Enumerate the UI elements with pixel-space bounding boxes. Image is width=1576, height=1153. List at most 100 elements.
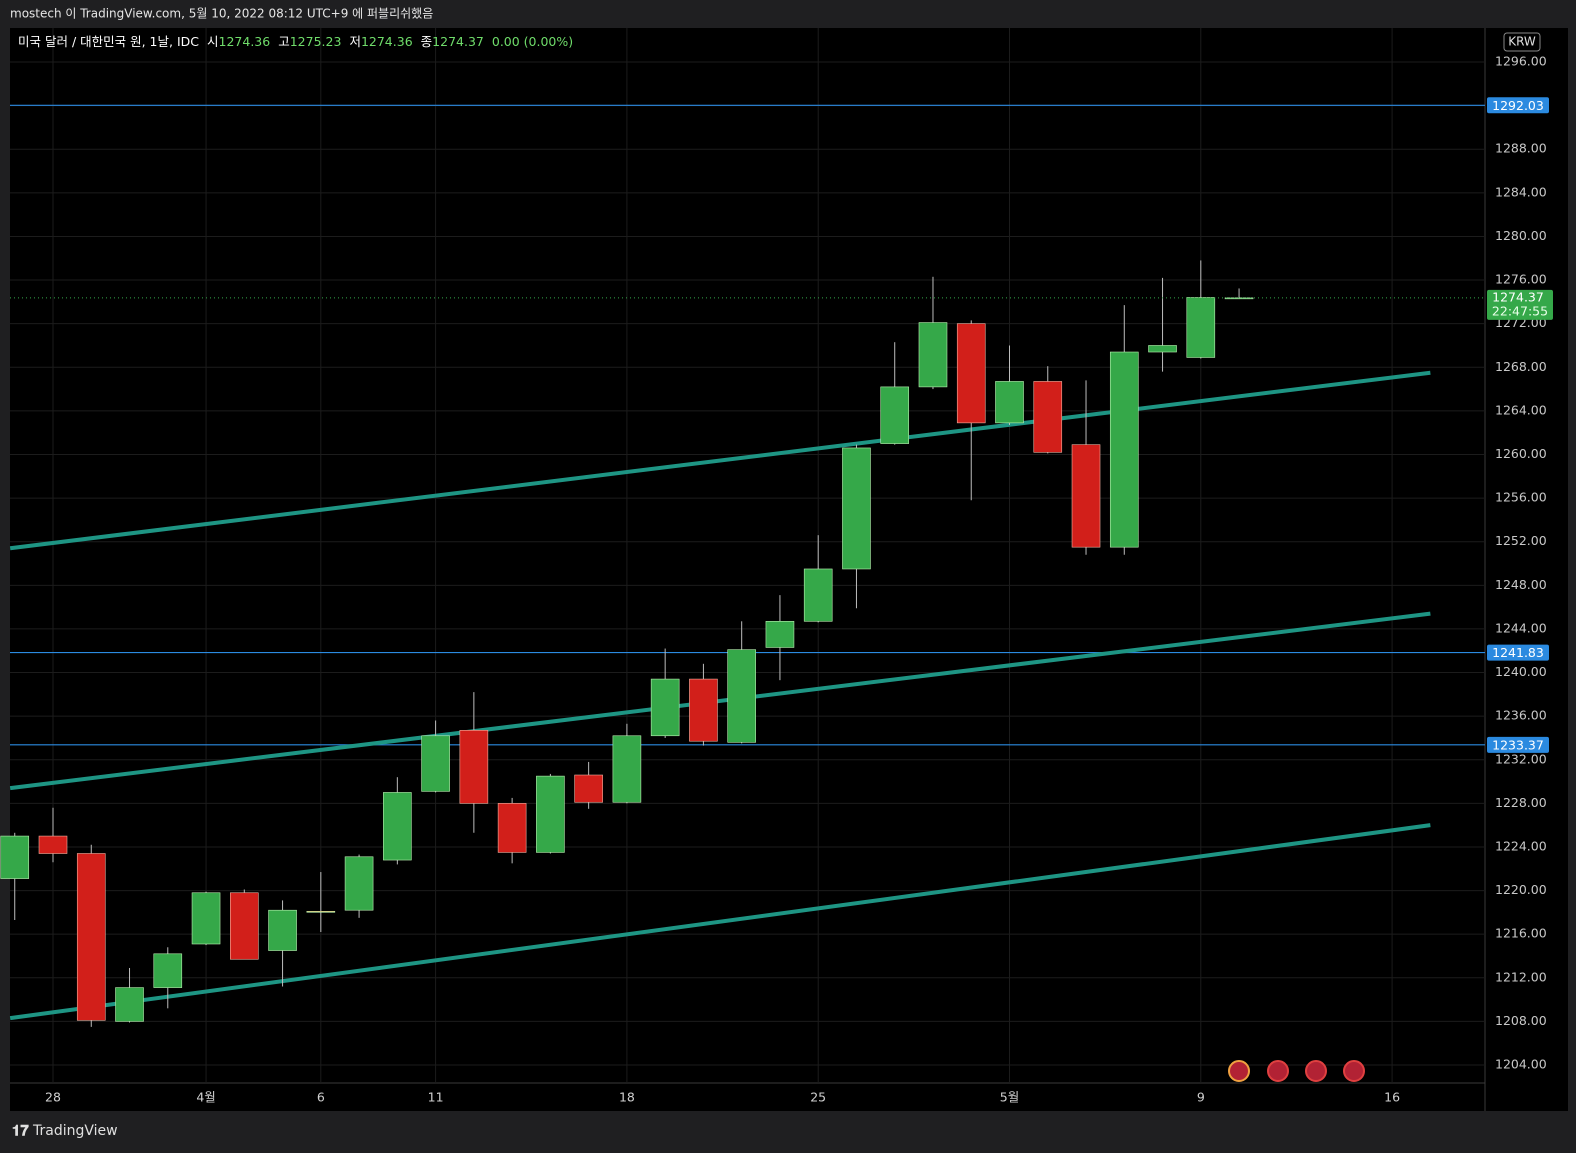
flag-icon[interactable] (1228, 1060, 1250, 1082)
candle-body[interactable] (1071, 444, 1101, 548)
x-tick-label: 16 (1384, 1090, 1400, 1105)
y-tick-label: 1268.00 (1495, 359, 1547, 374)
candle-body[interactable] (612, 735, 642, 803)
x-tick-label: 11 (428, 1090, 444, 1105)
price-label: 1233.37 (1492, 737, 1544, 752)
y-tick-label: 1260.00 (1495, 446, 1547, 461)
y-tick-label: 1296.00 (1495, 54, 1547, 69)
candle-body[interactable] (1109, 351, 1139, 548)
y-tick-label: 1252.00 (1495, 533, 1547, 548)
candle-body[interactable] (803, 568, 833, 622)
change: 0.00 (0.00%) (492, 34, 573, 49)
price-label-box (1487, 644, 1549, 661)
symbol: 미국 달러 / 대한민국 원, 1날, IDC (18, 34, 199, 49)
candle-body[interactable] (1186, 297, 1216, 358)
candle-body[interactable] (1148, 345, 1177, 353)
candle-body[interactable] (76, 853, 106, 1021)
y-tick-label: 1228.00 (1495, 795, 1547, 810)
candle-body[interactable] (38, 835, 68, 854)
y-tick-label: 1236.00 (1495, 708, 1547, 723)
last-price-box (1487, 289, 1553, 320)
legend: 미국 달러 / 대한민국 원, 1날, IDC 시1274.36 고1275.23 저… (18, 34, 573, 49)
candle-body[interactable] (918, 322, 948, 388)
flag-icon[interactable] (1267, 1060, 1289, 1082)
candle-body[interactable] (650, 678, 680, 737)
x-tick-label: 18 (619, 1090, 635, 1105)
price-label: 1241.83 (1492, 645, 1544, 660)
candle-body[interactable] (765, 620, 795, 648)
labels: 1204.00 1208.00 1212.00 1216.00 1220.00 1224.… (18, 34, 1553, 1105)
y-tick-label: 1244.00 (1495, 620, 1547, 635)
trend-line[interactable] (9, 611, 1431, 791)
byline: mostech 이 TradingView.com, 5월 10, 2022 0… (10, 7, 433, 21)
currency: KRW (1508, 35, 1536, 49)
event-flags (1228, 1060, 1365, 1082)
countdown: 22:47:55 (1492, 303, 1548, 318)
y-tick-label: 1248.00 (1495, 577, 1547, 592)
y-tick-label: 1232.00 (1495, 751, 1547, 766)
flag-icon[interactable] (1343, 1060, 1365, 1082)
brand: TradingView (32, 1123, 118, 1139)
y-tick-label: 1224.00 (1495, 838, 1547, 853)
candle-body[interactable] (1033, 381, 1063, 453)
candle-body[interactable] (727, 649, 756, 743)
flag-icon[interactable] (1305, 1060, 1327, 1082)
y-tick-label: 1280.00 (1495, 228, 1547, 243)
y-tick-label: 1284.00 (1495, 184, 1547, 199)
ohlc-value: 1275.23 (290, 34, 342, 49)
time-axis (10, 1083, 1485, 1111)
y-tick-label: 1288.00 (1495, 141, 1547, 156)
y-tick-label: 1240.00 (1495, 664, 1547, 679)
candle-body[interactable] (230, 892, 259, 960)
candle-body[interactable] (956, 323, 986, 424)
ohlc-value: 1274.36 (219, 34, 271, 49)
x-tick-label: 25 (810, 1090, 826, 1105)
candle-body[interactable] (995, 381, 1024, 424)
price-label-box (1487, 736, 1549, 753)
candle-body[interactable] (536, 775, 565, 853)
last-price-label: 1274.37 (1492, 289, 1544, 304)
candle-body[interactable] (0, 835, 30, 879)
currency-box[interactable] (1503, 32, 1541, 52)
candle-body[interactable] (268, 909, 297, 951)
y-tick-label: 1208.00 (1495, 1013, 1547, 1028)
x-tick-label: 9 (1197, 1090, 1205, 1105)
y-tick-label: 1220.00 (1495, 882, 1547, 897)
ohlc-value: 1274.37 (432, 34, 484, 49)
y-tick-label: 1276.00 (1495, 272, 1547, 287)
candle-body[interactable] (497, 803, 527, 853)
marks (0, 104, 1485, 1027)
trend-line[interactable] (9, 823, 1431, 1021)
candle-body[interactable] (1224, 297, 1254, 300)
y-tick-label: 1216.00 (1495, 926, 1547, 941)
candle-body[interactable] (191, 892, 221, 945)
price-axis (1485, 28, 1568, 1111)
candle-body[interactable] (383, 792, 412, 861)
ohlc-label: 저 (349, 34, 361, 49)
candle-body[interactable] (842, 447, 871, 570)
x-tick-label: 4월 (196, 1090, 215, 1105)
price-label: 1292.03 (1492, 98, 1544, 113)
ohlc-value: 1274.36 (361, 34, 413, 49)
x-tick-label: 5월 (1000, 1090, 1019, 1105)
candle-body[interactable] (689, 678, 718, 742)
candle-body[interactable] (153, 953, 183, 988)
candle-body[interactable] (421, 735, 450, 792)
candle-body[interactable] (344, 856, 374, 911)
y-tick-label: 1264.00 (1495, 402, 1547, 417)
y-tick-label: 1256.00 (1495, 490, 1547, 505)
y-tick-label: 1212.00 (1495, 969, 1547, 984)
candle-body[interactable] (459, 730, 489, 804)
x-tick-label: 28 (45, 1090, 61, 1105)
ohlc-label: 고 (278, 34, 290, 49)
candle-body[interactable] (115, 987, 144, 1022)
y-tick-label: 1204.00 (1495, 1057, 1547, 1072)
trend-line[interactable] (9, 370, 1431, 551)
candle-body[interactable] (574, 774, 603, 803)
x-tick-label: 6 (317, 1090, 325, 1105)
ohlc-label: 종 (421, 34, 433, 49)
candle-body[interactable] (306, 910, 336, 913)
candle-body[interactable] (880, 386, 910, 444)
brand-logo: 𝟏𝟕 (12, 1122, 29, 1140)
ohlc-label: 시 (207, 34, 219, 49)
